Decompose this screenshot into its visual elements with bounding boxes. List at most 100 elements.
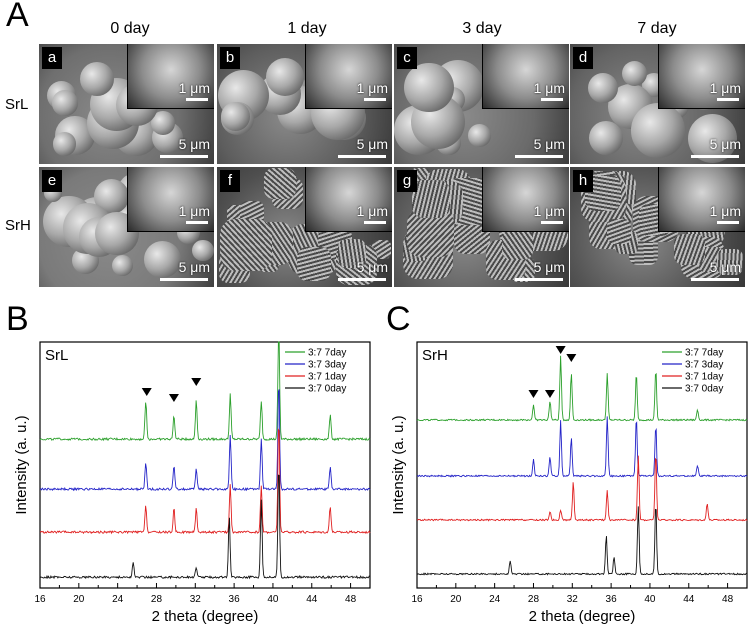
sem-particle: [606, 219, 631, 244]
inset-scale-bar: [364, 221, 386, 224]
sem-tile-c: c 1 μm 5 μm: [394, 44, 569, 164]
x-tick-label: 24: [112, 594, 124, 605]
main-scale-bar: [515, 278, 563, 281]
row-label-srh: SrH: [5, 217, 31, 234]
sem-particle: [151, 111, 175, 135]
column-title-1day: 1 day: [287, 20, 327, 37]
sem-tile-h: h 1 μm 5 μm: [570, 167, 745, 287]
column-title-7day: 7 day: [637, 20, 677, 37]
x-tick-label: 20: [450, 594, 462, 605]
xrd-chart-srh: 16 20 24 28 32 36 40 44 48 2 theta (degree) Intens…: [390, 341, 748, 625]
sem-tile-letter: a: [42, 47, 62, 69]
peak-marker-triangle: [566, 354, 577, 362]
sem-particle: [221, 102, 250, 131]
sem-particle: [337, 239, 367, 268]
x-tick-label: 44: [306, 594, 318, 605]
inset-scale-bar: [717, 98, 739, 101]
sem-tile-letter: d: [573, 47, 593, 69]
main-scale-bar: [338, 155, 386, 158]
xrd-chart-srl: 16 20 24 28 32 36 40 44 48 2 theta (degree) Intens…: [13, 341, 371, 625]
sem-particle: [674, 234, 706, 266]
chart-title: SrL: [45, 347, 68, 364]
series-line-1: [416, 355, 748, 422]
sem-tile-letter: g: [397, 170, 417, 192]
sem-tile-letter: c: [397, 47, 417, 69]
inset-scale-label: 1 μm: [356, 80, 388, 96]
x-tick-label: 36: [229, 594, 241, 605]
x-tick-label: 40: [267, 594, 279, 605]
main-scale-label: 5 μm: [356, 136, 388, 152]
main-scale-bar: [338, 278, 386, 281]
main-scale-label: 5 μm: [356, 259, 388, 275]
x-tick-label: 28: [528, 594, 540, 605]
panel-label-c: C: [386, 300, 411, 338]
series-line-4: [416, 506, 748, 576]
x-tick-label: 36: [606, 594, 618, 605]
main-scale-bar: [691, 155, 739, 158]
sem-tile-a: a 1 μm 5 μm: [39, 44, 214, 164]
legend-entry-2: 3:7 3day: [308, 360, 346, 371]
legend-entry-3: 3:7 1day: [308, 372, 346, 383]
panel-label-a: A: [6, 0, 29, 34]
sem-particle: [266, 57, 305, 96]
inset-scale-bar: [364, 98, 386, 101]
sem-particle: [79, 61, 115, 96]
series-line-2: [416, 416, 748, 478]
legend-entry-4: 3:7 0day: [308, 384, 346, 395]
sem-particle: [412, 179, 451, 218]
column-title-0day: 0 day: [110, 20, 150, 37]
sem-particle: [297, 247, 331, 281]
series-line-4: [39, 474, 371, 580]
peak-marker-triangle: [141, 388, 152, 396]
sem-particle: [264, 167, 296, 200]
x-tick-label: 16: [411, 594, 423, 605]
y-axis-label: Intensity (a. u.): [13, 415, 30, 514]
plot-frame: [39, 341, 371, 589]
x-tick-label: 28: [151, 594, 163, 605]
peak-marker-triangle: [544, 390, 555, 398]
peak-marker-triangle: [555, 346, 566, 354]
main-scale-label: 5 μm: [709, 259, 741, 275]
sem-particle: [588, 73, 619, 104]
inset-scale-label: 1 μm: [709, 80, 741, 96]
legend-entry-3: 3:7 1day: [685, 372, 723, 383]
row-label-srl: SrL: [5, 96, 29, 113]
sem-tile-d: d 1 μm 5 μm: [570, 44, 745, 164]
main-scale-label: 5 μm: [178, 136, 210, 152]
sem-particle: [372, 240, 391, 259]
series-line-3: [39, 428, 371, 535]
sem-particle: [589, 120, 624, 155]
x-tick-label: 32: [190, 594, 202, 605]
sem-tile-letter: e: [42, 170, 62, 192]
x-tick-label: 24: [489, 594, 501, 605]
x-tick-label: 40: [644, 594, 656, 605]
sem-particle: [220, 219, 272, 271]
main-scale-bar: [160, 278, 208, 281]
sem-tile-f: f 1 μm 5 μm: [217, 167, 392, 287]
peak-marker-triangle: [191, 378, 202, 386]
x-axis-label: 2 theta (degree): [529, 608, 636, 625]
inset-scale-label: 1 μm: [356, 203, 388, 219]
main-scale-bar: [160, 155, 208, 158]
chart-title: SrH: [422, 347, 448, 364]
inset-scale-label: 1 μm: [709, 203, 741, 219]
inset-scale-bar: [541, 221, 563, 224]
x-tick-label: 20: [73, 594, 85, 605]
inset-scale-label: 1 μm: [533, 80, 565, 96]
peak-marker-triangle: [528, 390, 539, 398]
x-tick-label: 48: [345, 594, 357, 605]
sem-particle: [52, 132, 77, 156]
sem-particle: [630, 102, 686, 158]
legend-entry-1: 3:7 7day: [308, 348, 346, 359]
column-title-3day: 3 day: [462, 20, 502, 37]
sem-particle: [192, 239, 214, 262]
sem-tile-b: b 1 μm 5 μm: [217, 44, 392, 164]
panel-label-b: B: [6, 300, 29, 338]
inset-scale-bar: [717, 221, 739, 224]
x-tick-label: 32: [567, 594, 579, 605]
inset-scale-bar: [186, 221, 208, 224]
plot-frame: [416, 341, 748, 589]
inset-scale-bar: [541, 98, 563, 101]
sem-particle: [717, 248, 744, 275]
inset-scale-label: 1 μm: [533, 203, 565, 219]
